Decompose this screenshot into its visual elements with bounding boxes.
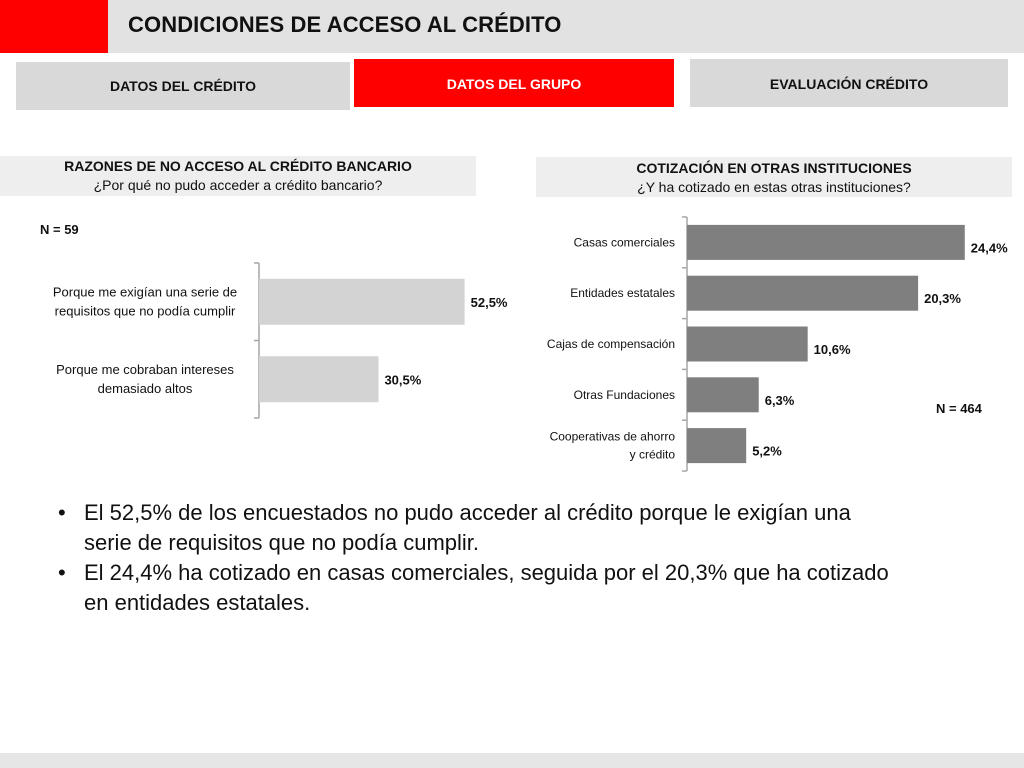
bar [687,377,759,413]
page-title: CONDICIONES DE ACCESO AL CRÉDITO [128,12,562,37]
category-label: requisitos que no podía cumplir [55,303,236,318]
bullet-marker: • [58,560,66,585]
bullet-item: • El 24,4% ha cotizado en casas comercia… [58,558,938,618]
right-panel-heading: COTIZACIÓN EN OTRAS INSTITUCIONES [636,160,912,176]
bar [259,356,379,403]
header-bar [0,0,1024,53]
bullet-line: serie de requisitos que no podía cumplir… [84,530,480,555]
data-label: 5,2% [752,444,782,459]
data-label: 30,5% [384,372,421,387]
category-label: demasiado altos [98,381,193,396]
tab-label: EVALUACIÓN CRÉDITO [769,76,929,92]
data-label: 6,3% [765,393,795,408]
bar [687,326,808,362]
data-label: 10,6% [814,342,851,357]
bar [687,224,965,260]
category-label: Cooperativas de ahorro [550,430,676,444]
tab-label: DATOS DEL CRÉDITO [110,78,256,94]
bullet-line: El 52,5% de los encuestados no pudo acce… [84,500,851,525]
bullet-marker: • [58,500,66,525]
right-sample-size: N = 464 [936,401,982,416]
data-label: 20,3% [924,291,961,306]
bullet-item: • El 52,5% de los encuestados no pudo ac… [58,498,938,558]
bar [259,278,465,325]
tab-datos-del-grupo[interactable]: DATOS DEL GRUPO [354,59,674,107]
bar [687,428,747,464]
category-label: Otras Fundaciones [574,388,675,402]
right-panel-question: ¿Y ha cotizado en estas otras institucio… [637,179,911,195]
bullet-line: El 24,4% ha cotizado en casas comerciale… [84,560,889,585]
category-label: Casas comerciales [574,235,675,249]
data-label: 52,5% [471,295,508,310]
category-label: Porque me exigían una serie de [53,284,237,299]
category-label: y crédito [630,448,676,462]
tab-datos-del-credito[interactable]: DATOS DEL CRÉDITO [16,62,350,110]
bullet-line: en entidades estatales. [84,590,311,615]
left-panel-question: ¿Por qué no pudo acceder a crédito banca… [93,177,383,193]
data-label: 24,4% [971,240,1008,255]
left-sample-size: N = 59 [40,222,79,237]
category-label: Entidades estatales [570,286,675,300]
header-accent-block [0,0,108,53]
left-panel-title: RAZONES DE NO ACCESO AL CRÉDITO BANCARIO… [0,156,476,196]
summary-bullets: • El 52,5% de los encuestados no pudo ac… [58,498,938,618]
category-label: Porque me cobraban intereses [56,362,234,377]
left-panel-heading: RAZONES DE NO ACCESO AL CRÉDITO BANCARIO [64,158,412,174]
category-label: Cajas de compensación [547,337,675,351]
footer-bar [0,753,1024,768]
tab-label: DATOS DEL GRUPO [446,76,582,92]
bar [687,275,919,311]
tab-evaluacion-credito[interactable]: EVALUACIÓN CRÉDITO [690,59,1008,107]
right-panel-title: COTIZACIÓN EN OTRAS INSTITUCIONES ¿Y ha … [536,157,1012,197]
